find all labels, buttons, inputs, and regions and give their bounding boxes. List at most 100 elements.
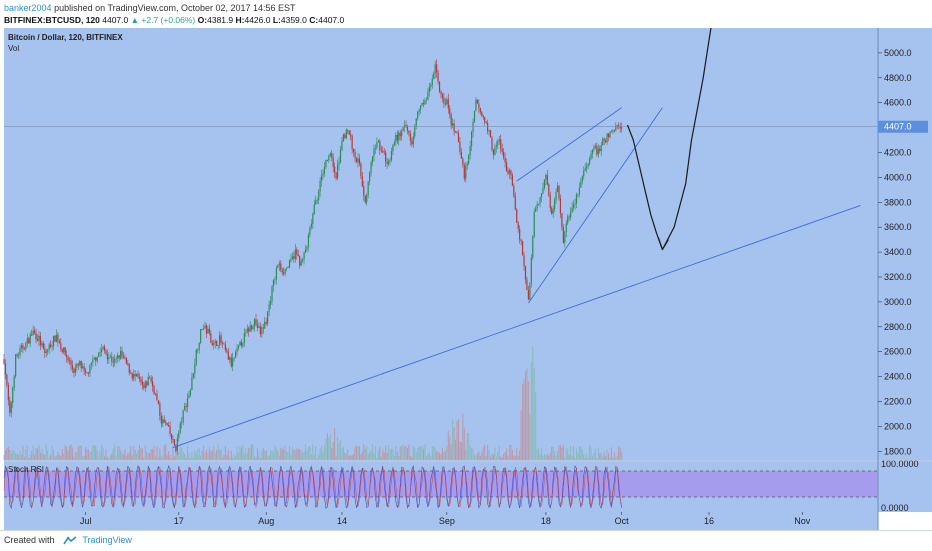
volume-bar bbox=[339, 439, 341, 460]
volume-bar bbox=[577, 452, 579, 460]
volume-bar bbox=[616, 456, 618, 460]
volume-bar bbox=[395, 446, 397, 460]
volume-bar bbox=[235, 455, 237, 460]
candle-body bbox=[307, 234, 310, 247]
candle-body bbox=[555, 191, 557, 201]
volume-bar bbox=[153, 446, 155, 460]
candle-body bbox=[344, 134, 346, 138]
candle-body bbox=[60, 343, 62, 349]
candle-body bbox=[28, 338, 30, 344]
volume-bar bbox=[463, 428, 465, 460]
volume-bar bbox=[497, 451, 499, 460]
volume-bar bbox=[587, 457, 589, 460]
volume-bar bbox=[406, 448, 408, 460]
candle-body bbox=[619, 126, 621, 129]
volume-bar bbox=[433, 446, 435, 460]
candle-body bbox=[329, 153, 331, 156]
candle-body bbox=[63, 347, 65, 353]
volume-bar bbox=[415, 452, 417, 460]
volume-bar bbox=[125, 456, 127, 460]
candle-body bbox=[536, 204, 538, 209]
candle-body bbox=[157, 400, 160, 404]
projection-drawing bbox=[626, 28, 712, 251]
candle-body bbox=[492, 149, 495, 155]
candle-body bbox=[591, 149, 594, 154]
volume-bar bbox=[121, 452, 123, 460]
volume-bar bbox=[159, 448, 161, 460]
candle-body bbox=[529, 283, 531, 300]
volume-bar bbox=[63, 453, 65, 460]
volume-bar bbox=[418, 445, 420, 460]
candle-body bbox=[184, 406, 186, 411]
volume-bar bbox=[401, 445, 403, 460]
candle-body bbox=[42, 343, 44, 349]
volume-bar bbox=[360, 453, 362, 460]
candle-body bbox=[456, 131, 458, 134]
candle-body bbox=[609, 131, 611, 138]
volume-bar bbox=[533, 368, 535, 460]
symbol-label: BITFINEX:BTCUSD, 120 bbox=[4, 15, 100, 25]
candle-body bbox=[438, 81, 441, 92]
volume-bar bbox=[31, 451, 33, 460]
candle-body bbox=[84, 370, 87, 373]
candle-body bbox=[386, 161, 388, 165]
candle-body bbox=[44, 348, 46, 354]
volume-bar bbox=[287, 451, 289, 460]
volume-bar bbox=[149, 452, 151, 460]
candle-body bbox=[291, 256, 294, 259]
last-price: 4407.0 bbox=[102, 15, 129, 25]
x-tick-label: 16 bbox=[704, 516, 714, 526]
volume-bar bbox=[507, 455, 509, 460]
volume-bar bbox=[524, 371, 526, 460]
candle-body bbox=[418, 109, 420, 112]
volume-bar bbox=[245, 448, 247, 460]
candle-body bbox=[6, 374, 8, 386]
candle-body bbox=[304, 249, 307, 253]
volume-bar bbox=[271, 450, 273, 460]
candle-body bbox=[517, 222, 519, 229]
candle-body bbox=[618, 125, 620, 127]
candle-body bbox=[45, 351, 47, 354]
price-chart[interactable]: 5000.04800.04600.04400.04200.04000.03800… bbox=[0, 28, 932, 530]
candle-body bbox=[61, 348, 63, 353]
candle-body bbox=[252, 326, 254, 330]
volume-bar bbox=[117, 446, 119, 460]
candle-body bbox=[355, 158, 358, 163]
volume-bar bbox=[37, 448, 39, 460]
trendline-wedge-lower bbox=[528, 107, 663, 304]
candle-body bbox=[350, 134, 352, 137]
volume-bar bbox=[619, 448, 621, 460]
candle-body bbox=[99, 351, 101, 354]
candle-body bbox=[587, 163, 589, 166]
candle-body bbox=[57, 334, 59, 342]
candle-body bbox=[521, 241, 524, 256]
candle-body bbox=[466, 163, 468, 167]
volume-bar bbox=[319, 448, 321, 460]
candle-body bbox=[202, 327, 205, 330]
volume-bar bbox=[562, 444, 564, 460]
volume-bar bbox=[599, 452, 601, 460]
candle-body bbox=[497, 141, 499, 146]
tradingview-link[interactable]: TradingView bbox=[82, 535, 132, 545]
candle-body bbox=[265, 321, 267, 324]
candle-body bbox=[441, 94, 444, 98]
volume-bar bbox=[380, 456, 382, 460]
volume-bar bbox=[523, 379, 525, 460]
y-tick-label: 4200.0 bbox=[884, 147, 912, 157]
candle-body bbox=[125, 357, 127, 364]
candle-body bbox=[64, 347, 66, 355]
candle-body bbox=[55, 334, 58, 342]
volume-bar bbox=[358, 446, 360, 460]
candle-body bbox=[38, 335, 40, 341]
candle-body bbox=[315, 200, 317, 205]
candle-body bbox=[376, 142, 378, 148]
volume-bar bbox=[184, 453, 186, 460]
candle-body bbox=[511, 175, 513, 186]
candle-body bbox=[475, 99, 477, 111]
candle-body bbox=[278, 263, 280, 266]
x-tick-label: 17 bbox=[174, 516, 184, 526]
volume-bar bbox=[86, 449, 88, 460]
candle-body bbox=[160, 415, 162, 424]
author-link[interactable]: banker2004 bbox=[4, 3, 52, 13]
volume-label: Vol bbox=[8, 44, 19, 53]
